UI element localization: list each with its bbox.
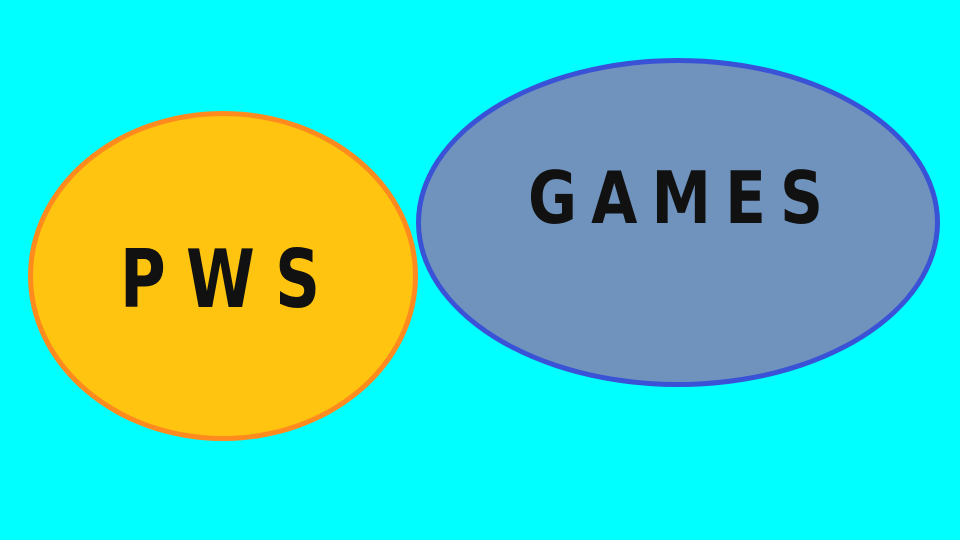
pws-ellipse <box>28 111 418 441</box>
pws-label: PWS <box>120 233 341 326</box>
games-ellipse <box>416 58 940 387</box>
games-label: GAMES <box>528 156 838 240</box>
